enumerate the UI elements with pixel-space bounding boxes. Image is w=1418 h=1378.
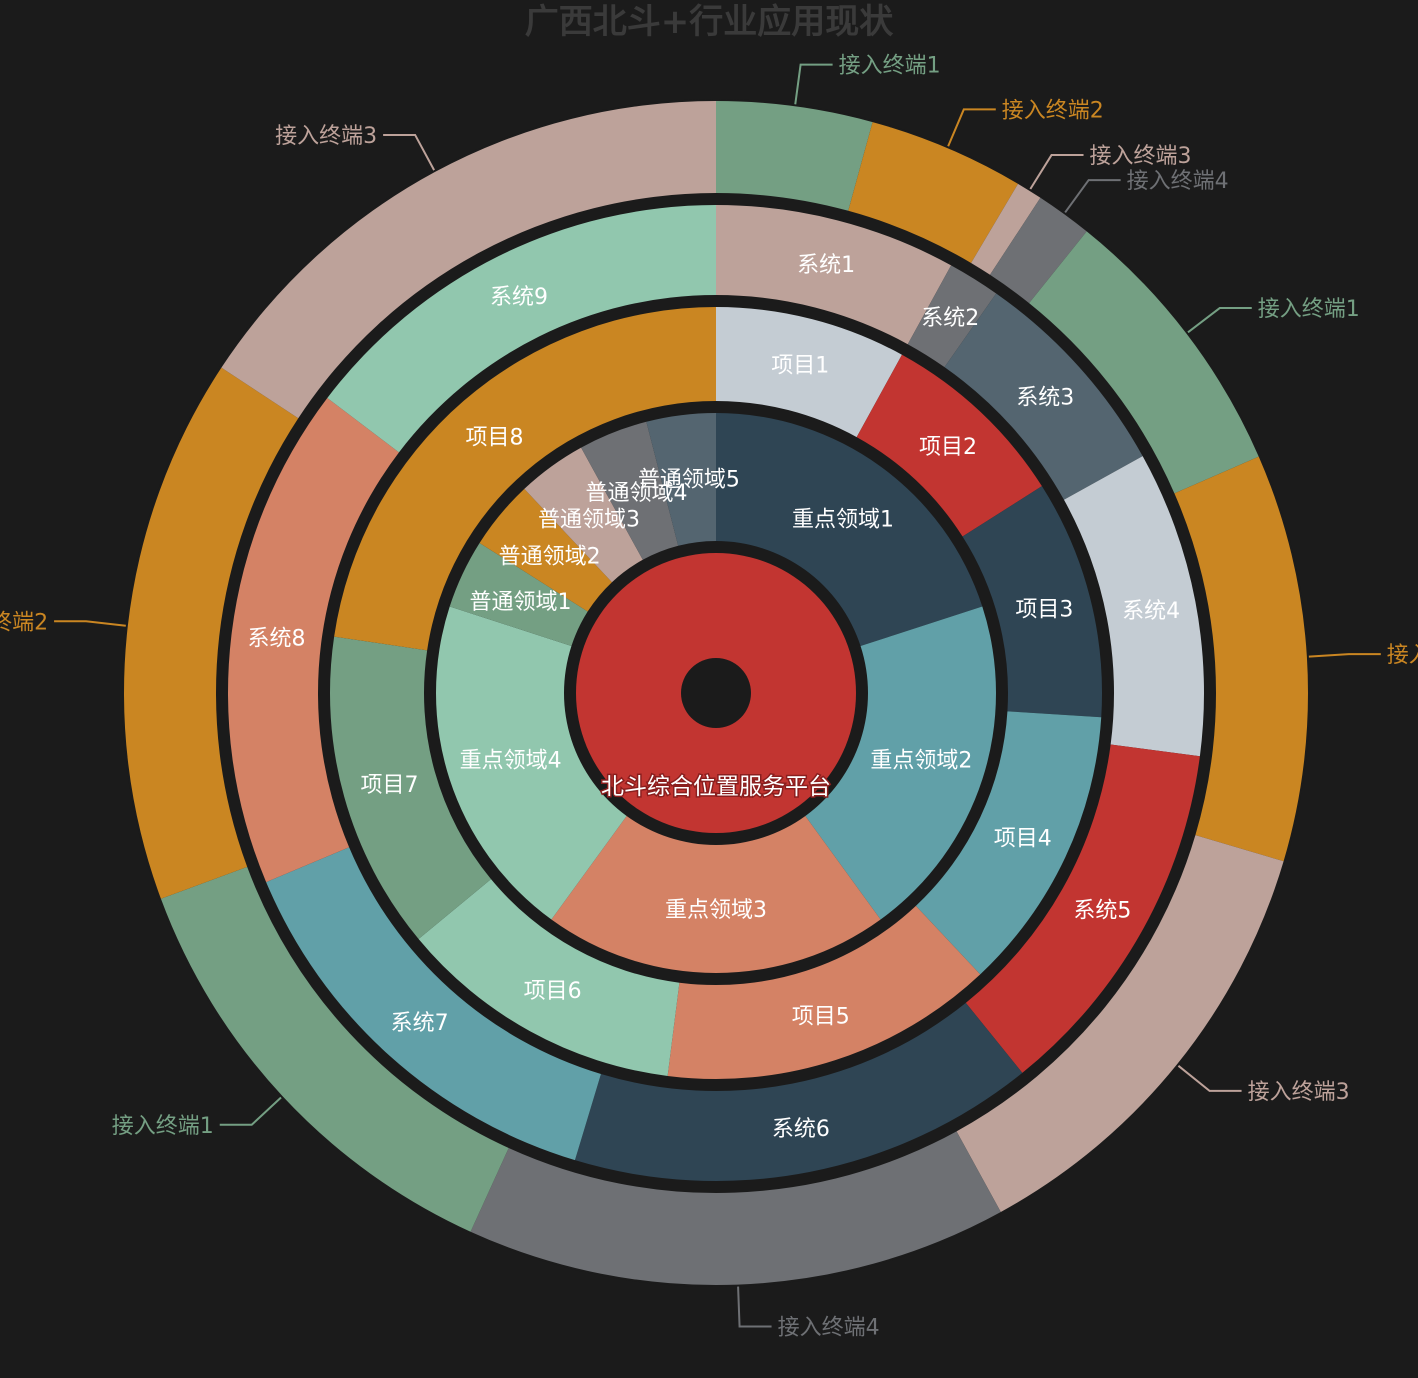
domains-segment[interactable] — [805, 606, 996, 920]
domains-label: 重点领域3 — [665, 898, 767, 923]
terminal-label: 接入终端4 — [778, 1316, 880, 1341]
domains-segment[interactable] — [551, 815, 881, 974]
terminals-segment[interactable] — [971, 183, 1041, 275]
systems-segment[interactable] — [574, 1002, 1023, 1181]
projects-label: 项目1 — [771, 354, 829, 379]
projects-label: 项目2 — [919, 435, 977, 460]
terminal-label: 接入终端2 — [0, 610, 48, 635]
projects-label: 项目5 — [792, 1004, 850, 1029]
projects-segment[interactable] — [330, 636, 492, 940]
leader-line — [1308, 653, 1381, 658]
projects-label: 项目6 — [524, 979, 582, 1004]
systems-label: 系统9 — [490, 285, 548, 310]
terminals-segment[interactable] — [1174, 456, 1309, 862]
projects-segment[interactable] — [962, 486, 1102, 718]
projects-label: 项目8 — [465, 425, 523, 450]
leader-line — [54, 620, 126, 627]
systems-label: 系统7 — [391, 1011, 449, 1036]
leader-line — [383, 133, 435, 171]
center-hole — [681, 658, 751, 728]
systems-segment[interactable] — [228, 397, 399, 883]
domains-segment[interactable] — [581, 421, 679, 560]
domains-segment[interactable] — [449, 542, 588, 647]
terminal-label: 接入终端3 — [1248, 1080, 1350, 1105]
systems-segment[interactable] — [907, 265, 997, 368]
terminals-segment[interactable] — [716, 101, 873, 211]
systems-segment[interactable] — [944, 293, 1143, 500]
leader-line — [1187, 307, 1252, 334]
terminals-segment[interactable] — [123, 367, 299, 899]
leader-line — [1029, 154, 1084, 190]
systems-label: 系统8 — [247, 626, 305, 651]
systems-label: 系统1 — [797, 253, 855, 278]
center-label: 北斗综合位置服务平台 — [601, 774, 831, 800]
terminals-segment[interactable] — [956, 835, 1284, 1212]
systems-label: 系统3 — [1016, 386, 1074, 411]
terminal-label: 接入终端1 — [839, 54, 941, 79]
projects-segment[interactable] — [667, 905, 981, 1079]
projects-segment[interactable] — [334, 307, 716, 651]
terminals-segment[interactable] — [1029, 231, 1259, 494]
domains-label: 普通领域4 — [585, 481, 687, 506]
terminals-segment[interactable] — [221, 101, 716, 419]
domains-segment[interactable] — [436, 606, 627, 920]
projects-segment[interactable] — [418, 879, 680, 1076]
domains-label: 普通领域3 — [538, 507, 640, 532]
domains-label: 重点领域2 — [870, 749, 972, 774]
leader-line — [1064, 179, 1121, 214]
systems-label: 系统6 — [772, 1117, 830, 1142]
terminal-label: 接入终端2 — [1387, 643, 1418, 668]
domains-segment[interactable] — [646, 413, 716, 546]
systems-label: 系统4 — [1122, 599, 1180, 624]
terminal-label: 接入终端1 — [1258, 297, 1360, 322]
projects-label: 项目7 — [360, 773, 418, 798]
projects-segment[interactable] — [856, 354, 1042, 537]
terminals-segment[interactable] — [160, 866, 509, 1232]
systems-segment[interactable] — [327, 205, 716, 453]
outer-labels: 接入终端1接入终端2接入终端3接入终端4接入终端1接入终端2接入终端3接入终端4… — [0, 54, 1418, 1341]
domains-segment[interactable] — [524, 447, 643, 583]
domains-label: 普通领域1 — [470, 590, 572, 615]
terminals-segment[interactable] — [990, 197, 1087, 304]
systems-segment[interactable] — [716, 205, 952, 345]
domains-label: 普通领域5 — [638, 468, 740, 493]
domains-label: 重点领域1 — [792, 507, 894, 532]
systems-label: 系统5 — [1073, 899, 1131, 924]
domains-segment[interactable] — [479, 488, 612, 612]
leader-line — [947, 108, 996, 147]
domains-segment[interactable] — [716, 413, 983, 647]
leader-line — [1177, 1065, 1242, 1092]
leader-line — [794, 63, 833, 105]
terminals-segment[interactable] — [848, 122, 1019, 263]
domains-label: 重点领域4 — [460, 749, 562, 774]
systems-segment[interactable] — [1063, 456, 1204, 757]
terminal-label: 接入终端1 — [112, 1114, 214, 1139]
projects-label: 项目4 — [994, 826, 1052, 851]
leader-line — [737, 1286, 772, 1328]
terminal-label: 接入终端3 — [275, 124, 377, 149]
projects-label: 项目3 — [1015, 598, 1073, 623]
domains-label: 普通领域2 — [499, 544, 601, 569]
systems-segment[interactable] — [965, 744, 1200, 1073]
systems-label: 系统2 — [921, 306, 979, 331]
leader-line — [219, 1096, 282, 1126]
terminal-label: 接入终端3 — [1090, 144, 1192, 169]
chart-title: 广西北斗+行业应用现状 — [525, 2, 894, 42]
terminal-label: 接入终端2 — [1002, 98, 1104, 123]
ring-labels: 北斗综合位置服务平台 重点领域1 重点领域2 重点领域3 重点领域4 普通领域1 普通领域2… — [247, 253, 1180, 1142]
terminals-segment[interactable] — [470, 1131, 1001, 1285]
projects-segment[interactable] — [716, 307, 902, 438]
ring-segments — [122, 99, 1310, 1287]
projects-segment[interactable] — [915, 711, 1102, 975]
terminal-label: 接入终端4 — [1127, 169, 1229, 194]
systems-segment[interactable] — [266, 847, 601, 1161]
